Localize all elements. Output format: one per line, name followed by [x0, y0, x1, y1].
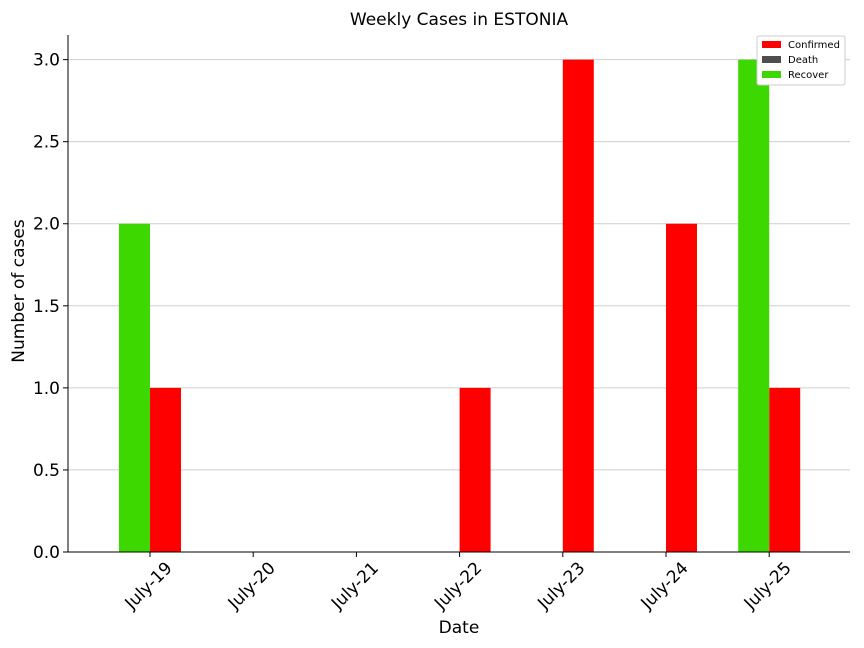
x-tick-label: July-25	[740, 558, 796, 614]
legend-label: Recover	[788, 70, 829, 81]
legend-label: Confirmed	[788, 40, 840, 51]
y-tick-label: 0.5	[33, 461, 60, 481]
bar-confirmed	[562, 59, 594, 552]
x-tick-label: July-22	[430, 558, 486, 614]
x-axis-label: Date	[439, 618, 480, 638]
bar-recover	[119, 223, 150, 552]
bar-confirmed	[150, 387, 181, 552]
y-tick-label: 3.0	[33, 51, 60, 71]
chart-title: Weekly Cases in ESTONIA	[350, 10, 569, 30]
legend-label: Death	[788, 55, 818, 66]
bar-confirmed	[666, 223, 697, 552]
gridlines	[68, 59, 850, 471]
bars	[119, 59, 801, 552]
bar-confirmed	[769, 387, 801, 552]
x-tick-label: July-20	[224, 558, 280, 614]
legend-swatch	[762, 71, 781, 78]
x-tick-label: July-19	[121, 558, 177, 614]
y-axis-label: Number of cases	[9, 219, 29, 363]
y-tick-label: 2.0	[33, 215, 60, 235]
x-tick-label: July-23	[533, 558, 589, 614]
y-tick-label: 1.0	[33, 379, 60, 399]
legend-swatch	[762, 56, 781, 63]
bar-confirmed	[459, 387, 491, 552]
y-tick-label: 1.5	[33, 297, 60, 317]
legend-swatch	[762, 41, 781, 48]
y-tick-label: 2.5	[33, 133, 60, 153]
y-tick-label: 0.0	[33, 543, 60, 563]
x-tick-label: July-21	[327, 558, 383, 614]
bar-recover	[738, 59, 770, 552]
x-tick-label: July-24	[637, 558, 693, 614]
legend: Confirmed Death Recover	[756, 35, 846, 86]
